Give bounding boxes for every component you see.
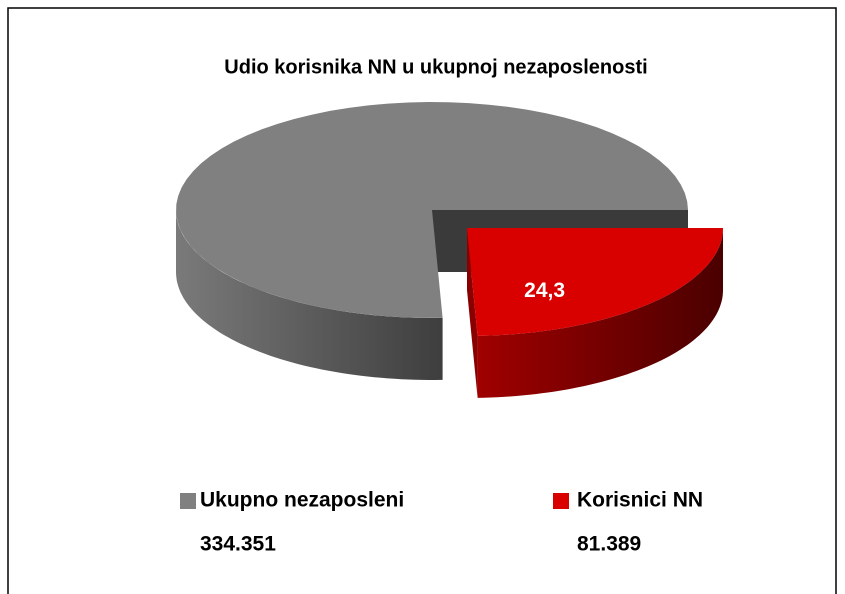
legend-label: Ukupno nezaposleni: [200, 489, 404, 512]
legend-swatch: [553, 493, 569, 509]
pie: 24,3: [176, 102, 723, 398]
pie-slice: [467, 228, 723, 336]
legend-label: Korisnici NN: [577, 489, 703, 512]
pie-slice: [176, 102, 688, 318]
pie-cut-face: [467, 228, 478, 398]
pie-side: [176, 210, 443, 380]
legend-value: 334.351: [200, 533, 276, 556]
frame: [7, 7, 837, 594]
data-label: 24,3: [524, 279, 565, 302]
chart-title: Udio korisnika NN u ukupnoj nezaposlenos…: [224, 56, 647, 78]
pie-side: [477, 228, 723, 398]
legend-swatch: [180, 493, 196, 509]
legend-value: 81.389: [577, 533, 641, 556]
